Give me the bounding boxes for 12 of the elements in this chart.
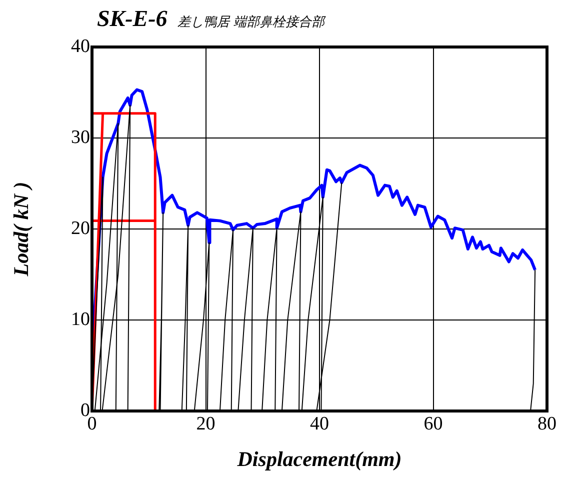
x-tick-label: 40 (310, 413, 329, 434)
x-tick-label: 80 (538, 413, 556, 434)
x-tick-label: 60 (424, 413, 443, 434)
y-axis-title: Load( kN ) (9, 182, 34, 278)
chart-subtitle: 差し鴨居 端部鼻栓接合部 (177, 15, 324, 30)
y-tick-label: 20 (71, 218, 90, 239)
y-tick-label: 10 (71, 308, 90, 330)
y-tick-label: 40 (71, 36, 90, 57)
x-axis-title: Displacement(mm) (236, 446, 402, 471)
y-tick-label: 30 (71, 126, 90, 148)
chart-title: SK-E-6 (97, 6, 168, 31)
x-tick-label: 20 (196, 413, 216, 434)
